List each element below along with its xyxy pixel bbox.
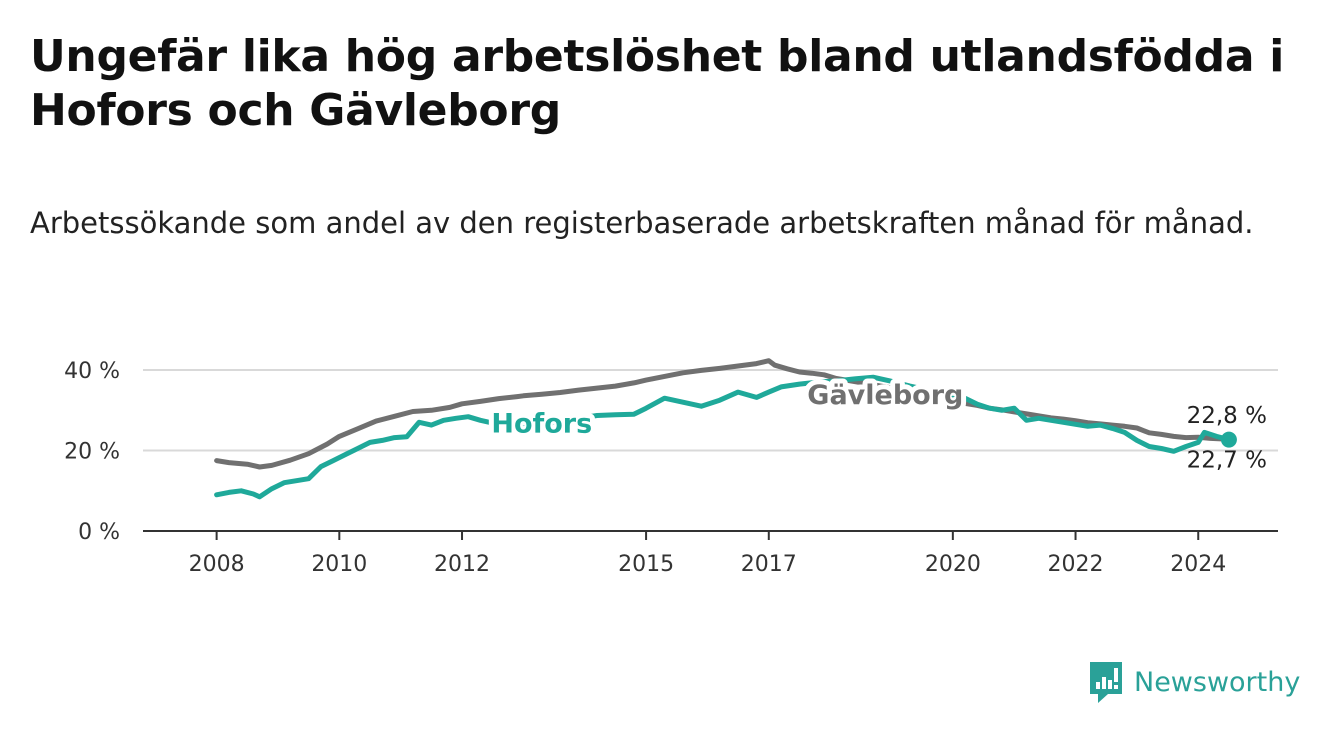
chart-title: Ungefär lika hög arbetslöshet bland utla… [30,31,1285,136]
x-tick-label: 2010 [311,552,367,577]
series-label-hofors: Hofors [491,408,592,439]
hofors-end-marker [1220,431,1237,448]
chart-subtitle: Arbetssökande som andel av den registerb… [30,206,1254,240]
x-axis-ticks: 2008 2010 2012 2015 2017 2020 2022 2024 [189,531,1226,577]
gavleborg-end-label: 22,8 % [1187,403,1267,429]
x-tick-label: 2017 [741,552,797,577]
series-lines [214,358,1232,500]
y-tick-label: 20 % [64,440,120,465]
series-label-gävleborg: Gävleborg [807,380,963,411]
y-axis-tick-labels: 0 % 20 % 40 % [64,359,120,545]
brand-name: Newsworthy [1134,666,1301,698]
x-tick-label: 2024 [1170,552,1226,577]
y-tick-label: 0 % [78,520,120,545]
x-tick-label: 2022 [1048,552,1104,577]
grid-lines [143,369,1278,452]
line-chart: 0 % 20 % 40 % 2008 2010 2012 2015 2017 2020 2022… [64,358,1278,577]
series-line-hofors [214,374,1232,500]
series-label-halo: Gävleborg [807,380,963,411]
hofors-end-label: 22,7 % [1187,448,1267,474]
series-label-halo: Hofors [491,408,592,439]
x-tick-label: 2008 [189,552,245,577]
x-tick-label: 2020 [925,552,981,577]
newsworthy-logo-icon [1090,662,1122,703]
x-tick-label: 2015 [618,552,674,577]
brand: Newsworthy [1088,660,1300,704]
y-tick-label: 40 % [64,359,120,384]
x-tick-label: 2012 [434,552,490,577]
series-line-gävleborg [214,358,1232,470]
